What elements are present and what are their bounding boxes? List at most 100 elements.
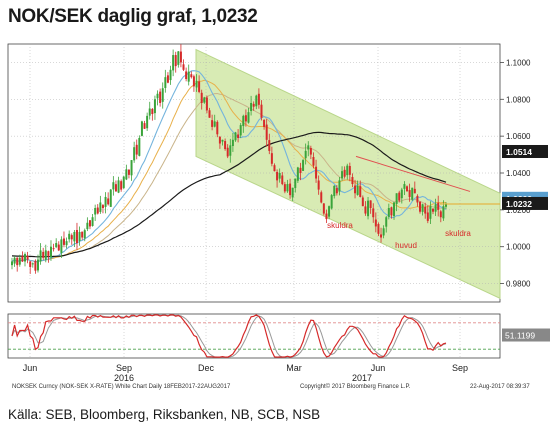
candle-body	[260, 104, 263, 118]
candle-body	[278, 173, 281, 179]
candle-body	[367, 200, 370, 217]
candle-body	[62, 238, 65, 245]
candle-body	[172, 55, 175, 71]
x-tick-label: Sep	[452, 363, 468, 373]
candle-body	[356, 185, 359, 195]
candle-body	[169, 69, 172, 81]
y-tick-label: 1.1000	[506, 58, 531, 67]
candle-body	[213, 121, 216, 127]
candle-body	[11, 261, 13, 266]
pattern-annotation: huvud	[395, 241, 417, 250]
candle-body	[23, 254, 26, 262]
candle-body	[96, 207, 99, 214]
x-year-label: 2017	[352, 373, 372, 383]
candle-body	[291, 187, 294, 198]
candle-body	[130, 160, 133, 176]
x-tick-label: Jun	[23, 363, 38, 373]
footer-center: Copyright© 2017 Bloomberg Finance L.P.	[300, 383, 411, 390]
candle-body	[234, 132, 237, 141]
candle-body	[372, 208, 375, 218]
candle-body	[60, 239, 63, 253]
candle-body	[442, 206, 445, 219]
candle-body	[151, 108, 154, 115]
candle-body	[224, 141, 227, 150]
candle-body	[265, 124, 268, 140]
candle-body	[286, 184, 289, 192]
y-tick-label: 1.0600	[506, 132, 531, 141]
candle-body	[112, 182, 115, 190]
osc-value-box	[502, 328, 550, 342]
candle-body	[198, 81, 201, 92]
candle-body	[328, 206, 331, 217]
y-tick-label: 1.0000	[506, 243, 531, 252]
candle-body	[276, 171, 279, 181]
candle-body	[42, 251, 45, 258]
candle-body	[242, 115, 245, 127]
candle-body	[250, 102, 253, 112]
candle-body	[335, 188, 338, 194]
candle-body	[205, 97, 208, 111]
candle-body	[270, 153, 273, 164]
candle-body	[117, 180, 120, 193]
candle-body	[229, 145, 232, 156]
x-year-label: 2016	[114, 373, 134, 383]
candle-body	[208, 110, 211, 118]
candle-body	[161, 88, 164, 102]
candle-body	[68, 233, 71, 240]
candle-body	[218, 136, 221, 144]
price-box-last-label: 1.0232	[506, 199, 532, 209]
candle-body	[190, 74, 193, 78]
candle-body	[320, 192, 323, 203]
candle-body	[109, 189, 112, 207]
candle-body	[133, 147, 136, 161]
ma-200-line	[11, 131, 447, 258]
candle-body	[57, 244, 60, 251]
candle-body	[185, 71, 188, 80]
price-box-ma200-label: 1.0514	[506, 147, 532, 157]
candle-body	[439, 211, 442, 218]
candle-body	[192, 76, 195, 87]
candle-body	[346, 165, 349, 176]
candle-body	[244, 115, 247, 122]
candle-body	[135, 144, 138, 155]
candle-body	[426, 212, 429, 221]
candle-body	[395, 193, 398, 204]
candle-body	[398, 192, 401, 201]
candle-body	[330, 195, 333, 209]
candle-body	[325, 213, 328, 220]
candle-body	[343, 169, 346, 177]
candle-body	[125, 169, 128, 180]
candle-body	[18, 257, 21, 265]
candle-body	[364, 206, 367, 214]
candle-body	[13, 257, 16, 264]
y-tick-label: 0.9800	[506, 280, 531, 289]
chart-title: NOK/SEK daglig graf, 1,0232	[8, 6, 258, 27]
candle-body	[148, 108, 151, 116]
candle-body	[416, 195, 419, 203]
candle-body	[359, 186, 362, 197]
candle-body	[411, 187, 414, 200]
candle-body	[122, 176, 125, 188]
candle-body	[354, 185, 357, 194]
candle-body	[390, 207, 393, 216]
candle-body	[166, 75, 169, 83]
candle-body	[29, 261, 32, 267]
candle-body	[268, 140, 271, 151]
x-tick-label: Jun	[371, 363, 386, 373]
x-tick-label: Sep	[116, 363, 132, 373]
candle-body	[348, 166, 351, 175]
candle-body	[94, 208, 97, 215]
candle-body	[200, 92, 203, 103]
candle-body	[36, 259, 39, 271]
candle-body	[296, 167, 299, 181]
candle-body	[237, 134, 240, 138]
candle-body	[44, 250, 47, 260]
candle-body	[408, 190, 411, 197]
candle-body	[187, 71, 190, 82]
candle-body	[377, 224, 380, 234]
candle-body	[374, 219, 377, 227]
candle-body	[179, 51, 182, 63]
y-tick-label: 1.0200	[506, 206, 531, 215]
candle-body	[302, 160, 305, 171]
candle-body	[83, 230, 86, 239]
